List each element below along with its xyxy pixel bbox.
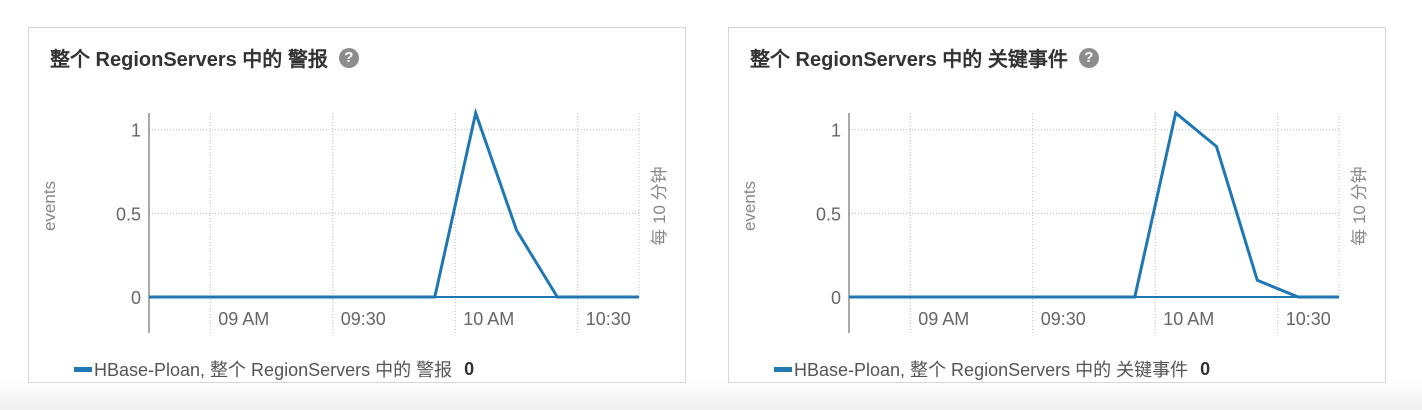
x-tick-label: 09:30 <box>1041 309 1086 329</box>
y2-axis-title: 每 10 分钟 <box>650 166 669 245</box>
chart-legend[interactable]: HBase-Ploan, 整个 RegionServers 中的 警报 0 <box>74 356 474 382</box>
series-line <box>849 110 1339 299</box>
help-icon[interactable]: ? <box>338 47 359 68</box>
y-tick-label: 0 <box>831 288 841 308</box>
panel-title-text: 整个 RegionServers 中的 警报 <box>50 49 328 71</box>
y-tick-label: 1 <box>831 121 841 141</box>
series-line <box>149 108 639 299</box>
critical-events-line-chart: 0 0.5 1 09 AM 09:30 10 AM 10:30 events 每 10 分钟 <box>740 110 1369 333</box>
panel-title: 整个 RegionServers 中的 警报 ? <box>50 43 359 72</box>
legend-swatch <box>774 366 792 372</box>
critical-events-chart-panel: 整个 RegionServers 中的 关键事件 ? 0 0.5 1 09 AM 09:… <box>728 27 1386 383</box>
y-tick-label: 0.5 <box>116 204 141 224</box>
x-tick-label: 10 AM <box>1163 309 1214 329</box>
y2-axis-title: 每 10 分钟 <box>1350 166 1369 245</box>
x-tick-label: 09:30 <box>341 309 386 329</box>
x-tick-label: 10 AM <box>463 309 514 329</box>
y-tick-label: 0.5 <box>816 204 841 224</box>
y-tick-label: 0 <box>131 288 141 308</box>
legend-swatch <box>74 366 92 372</box>
x-tick-label: 10:30 <box>1286 309 1331 329</box>
chart-legend[interactable]: HBase-Ploan, 整个 RegionServers 中的 关键事件 0 <box>774 356 1210 382</box>
x-tick-label: 09 AM <box>918 309 969 329</box>
legend-value: 0 <box>464 358 475 379</box>
legend-label: HBase-Ploan, 整个 RegionServers 中的 关键事件 <box>794 360 1189 380</box>
y-tick-label: 1 <box>131 121 141 141</box>
alerts-line-chart: 0 0.5 1 09 AM 09:30 10 AM 10:30 events 每 10 分钟 <box>40 108 669 333</box>
panel-title-text: 整个 RegionServers 中的 关键事件 <box>750 49 1068 71</box>
alerts-chart-panel: 整个 RegionServers 中的 警报 ? 0 0.5 1 09 AM 09:30… <box>28 27 686 383</box>
x-tick-label: 10:30 <box>586 309 631 329</box>
legend-value: 0 <box>1200 358 1211 379</box>
y-axis-title: events <box>740 181 759 231</box>
y-axis-title: events <box>40 181 59 231</box>
panel-title: 整个 RegionServers 中的 关键事件 ? <box>750 43 1099 72</box>
help-icon[interactable]: ? <box>1078 47 1099 68</box>
legend-label: HBase-Ploan, 整个 RegionServers 中的 警报 <box>94 360 453 380</box>
x-tick-label: 09 AM <box>218 309 269 329</box>
page-bottom-shade <box>0 380 1422 410</box>
